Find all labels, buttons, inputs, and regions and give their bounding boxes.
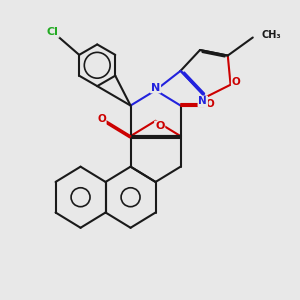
Text: O: O <box>97 114 106 124</box>
Text: Cl: Cl <box>47 27 59 37</box>
Text: CH₃: CH₃ <box>261 30 281 40</box>
Text: O: O <box>232 77 241 87</box>
Text: N: N <box>151 82 160 92</box>
Text: N: N <box>198 96 207 106</box>
Text: O: O <box>155 122 164 131</box>
Text: O: O <box>205 99 214 109</box>
